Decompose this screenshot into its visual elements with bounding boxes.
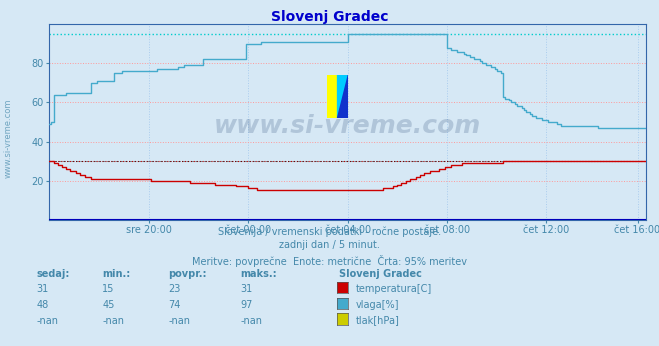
Text: Slovenj Gradec: Slovenj Gradec (271, 10, 388, 24)
Text: Slovenija / vremenski podatki - ročne postaje.: Slovenija / vremenski podatki - ročne po… (218, 227, 441, 237)
Text: 31: 31 (241, 284, 253, 294)
Text: povpr.:: povpr.: (168, 269, 206, 279)
Text: -nan: -nan (241, 316, 262, 326)
Text: Meritve: povprečne  Enote: metrične  Črta: 95% meritev: Meritve: povprečne Enote: metrične Črta:… (192, 255, 467, 267)
Text: www.si-vreme.com: www.si-vreme.com (4, 99, 13, 178)
Text: Slovenj Gradec: Slovenj Gradec (339, 269, 422, 279)
Text: -nan: -nan (36, 316, 58, 326)
Text: 23: 23 (168, 284, 181, 294)
Text: -nan: -nan (102, 316, 124, 326)
Text: maks.:: maks.: (241, 269, 277, 279)
Text: 48: 48 (36, 300, 49, 310)
Bar (327, 75, 337, 118)
Text: min.:: min.: (102, 269, 130, 279)
Polygon shape (337, 75, 349, 118)
Text: 97: 97 (241, 300, 253, 310)
Text: -nan: -nan (168, 316, 190, 326)
Polygon shape (337, 75, 349, 118)
Text: vlaga[%]: vlaga[%] (356, 300, 399, 310)
Text: 31: 31 (36, 284, 49, 294)
Text: temperatura[C]: temperatura[C] (356, 284, 432, 294)
Text: 74: 74 (168, 300, 181, 310)
Text: 45: 45 (102, 300, 115, 310)
Text: tlak[hPa]: tlak[hPa] (356, 316, 400, 326)
Text: zadnji dan / 5 minut.: zadnji dan / 5 minut. (279, 240, 380, 251)
Text: 15: 15 (102, 284, 115, 294)
Text: sedaj:: sedaj: (36, 269, 70, 279)
Text: www.si-vreme.com: www.si-vreme.com (214, 114, 481, 138)
